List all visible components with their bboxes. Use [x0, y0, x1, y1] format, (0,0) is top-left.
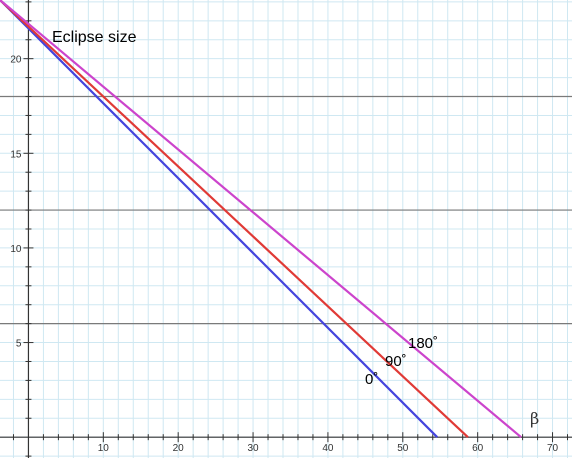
- series-label-90: 90˚: [385, 353, 407, 370]
- x-tick-label: 70: [547, 443, 559, 454]
- series-label-180: 180˚: [408, 335, 438, 352]
- y-tick-label: 10: [10, 244, 22, 255]
- y-tick-label: 15: [10, 149, 22, 160]
- x-tick-label: 60: [472, 443, 484, 454]
- series-lines: [0, 0, 522, 439]
- y-tick-label: 20: [10, 55, 22, 66]
- y-tick-label: 5: [16, 339, 22, 350]
- x-tick-label: 30: [247, 443, 259, 454]
- x-tick-label: 20: [173, 443, 185, 454]
- chart-title: Eclipse size: [52, 29, 137, 46]
- series-line-0: [0, 0, 439, 438]
- x-tick-label: 40: [322, 443, 334, 454]
- series-line-2: [0, 0, 522, 439]
- labels: Eclipse size β 0˚ 90˚ 180˚: [52, 29, 539, 428]
- series-label-0: 0˚: [365, 371, 378, 388]
- x-tick-label: 50: [397, 443, 409, 454]
- x-axis-label: β: [530, 409, 539, 428]
- x-tick-label: 10: [98, 443, 110, 454]
- series-line-1: [0, 0, 469, 438]
- reference-lines: [0, 95, 572, 325]
